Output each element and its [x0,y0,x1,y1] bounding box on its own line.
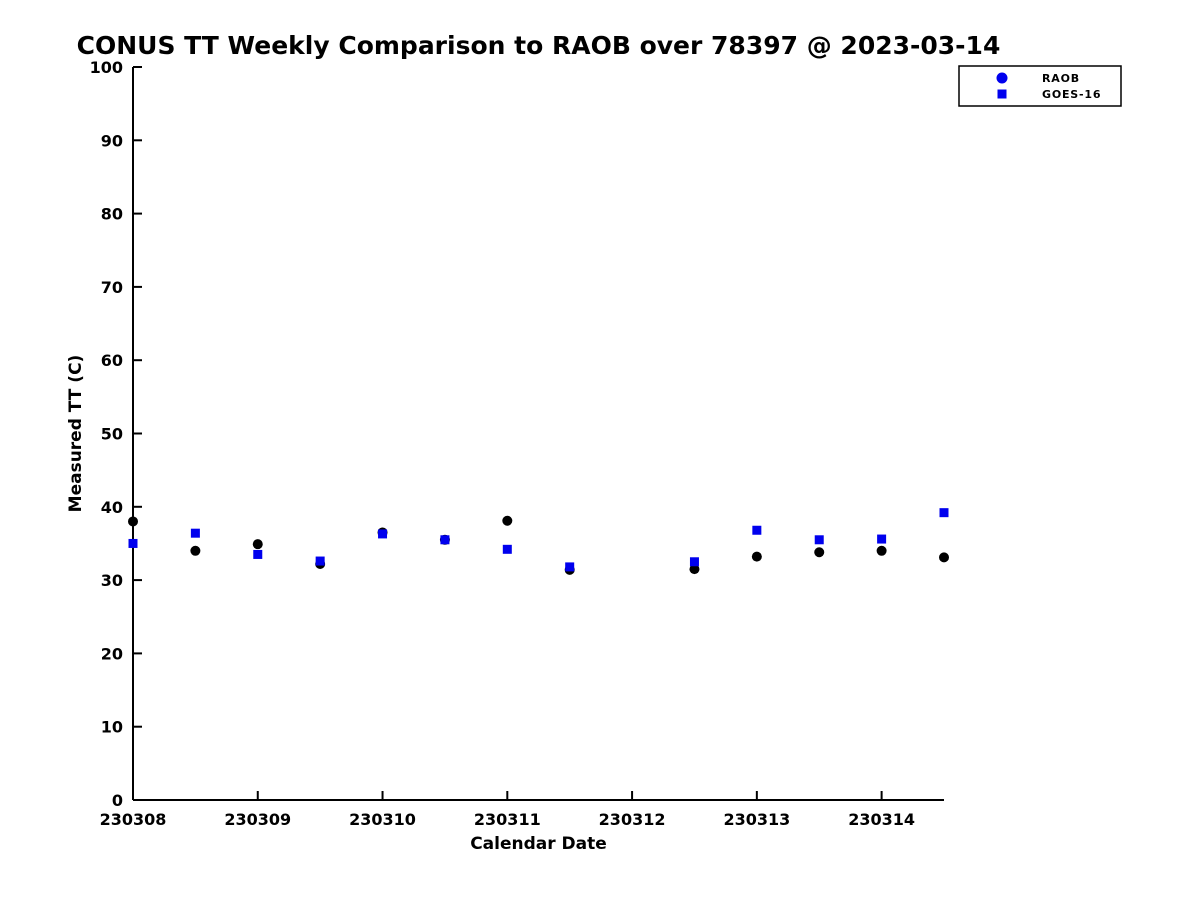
y-tick-label: 40 [101,498,123,517]
goes16-point [378,529,388,539]
goes16-point [502,544,512,554]
y-tick-label: 80 [101,205,123,224]
raob-point [814,547,825,558]
legend-goes16-label: GOES-16 [1042,88,1101,101]
legend-raob-marker-icon [996,72,1008,84]
y-tick-label: 100 [90,58,123,77]
goes16-point [689,557,699,567]
goes16-point [440,535,450,545]
goes16-point [315,556,325,566]
x-tick-label: 230311 [474,810,541,829]
goes16-point [128,538,138,548]
y-tick-label: 10 [101,718,123,737]
x-axis-title: Calendar Date [470,834,607,854]
goes16-point [565,562,575,572]
raob-point [876,545,887,556]
x-tick-label: 230310 [349,810,416,829]
x-tick-label: 230308 [100,810,167,829]
y-tick-label: 30 [101,571,123,590]
raob-point [751,551,762,562]
raob-point [939,552,949,563]
legend-box [958,65,1122,107]
goes16-point [814,535,824,545]
raob-point [689,564,700,575]
legend-raob-label: RAOB [1042,72,1080,85]
legend-goes16-marker-icon [997,89,1007,99]
raob-point [502,515,513,526]
x-tick-label: 230309 [224,810,291,829]
y-tick-label: 20 [101,644,123,663]
x-tick-label: 230312 [599,810,666,829]
goes16-point [939,508,949,518]
raob-point [252,539,263,550]
y-axis-title: Measured TT (C) [66,355,86,513]
y-tick-label: 50 [101,425,123,444]
raob-point [190,545,201,556]
y-tick-label: 90 [101,131,123,150]
chart-title: CONUS TT Weekly Comparison to RAOB over … [77,31,1001,60]
y-tick-label: 60 [101,351,123,370]
raob-point [128,516,138,527]
y-tick-label: 0 [112,791,123,810]
goes16-point [190,528,200,538]
y-tick-label: 70 [101,278,123,297]
x-tick-label: 230314 [848,810,915,829]
goes16-point [752,525,762,535]
x-tick-label: 230313 [723,810,790,829]
goes16-point [253,549,263,559]
goes16-point [877,534,887,544]
